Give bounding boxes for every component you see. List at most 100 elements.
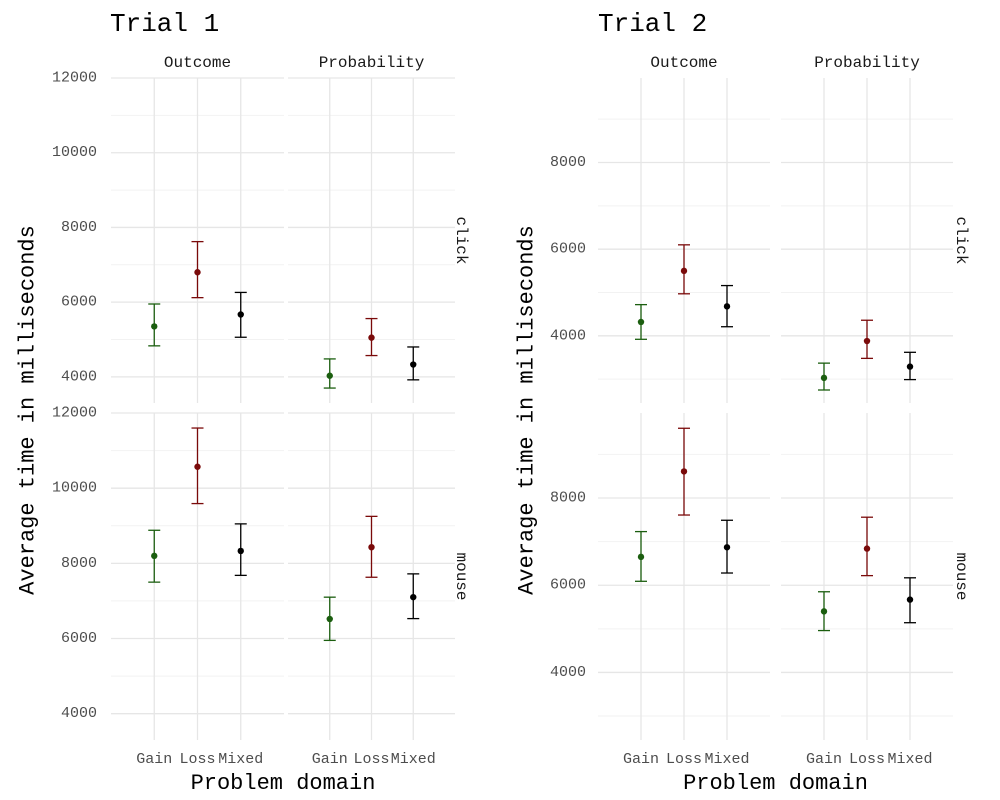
error-bar-mixed — [904, 351, 916, 381]
error-bar-loss — [678, 244, 690, 295]
error-bar-mixed — [234, 291, 247, 338]
error-bar-loss — [365, 515, 378, 578]
y-tick-label: 12000 — [52, 70, 97, 87]
error-bar-gain — [818, 362, 830, 391]
y-tick-label: 6000 — [61, 294, 97, 311]
mean-point-loss — [194, 463, 201, 470]
y-tick-label: 12000 — [52, 405, 97, 422]
error-bar-gain — [323, 358, 336, 389]
y-tick-label: 8000 — [61, 555, 97, 572]
mean-point-mixed — [906, 596, 914, 603]
y-tick-label: 8000 — [550, 490, 586, 507]
mean-point-mixed — [723, 544, 731, 551]
error-bar-loss — [678, 427, 690, 516]
mean-point-gain — [326, 615, 333, 623]
y-tick-label: 6000 — [61, 630, 97, 647]
mean-point-loss — [863, 337, 871, 345]
y-tick-label: 10000 — [52, 144, 97, 161]
facet-strip-outcome: Outcome — [164, 54, 231, 72]
mean-point-mixed — [723, 303, 731, 310]
error-bar-mixed — [407, 346, 420, 381]
error-bar-gain — [148, 529, 161, 583]
panel-outcome-mouse — [111, 412, 284, 740]
x-tick-label-gain: Gain — [806, 751, 842, 768]
x-tick-label-gain: Gain — [623, 751, 659, 768]
x-tick-label-mixed: Mixed — [391, 751, 436, 768]
y-tick-label: 4000 — [61, 705, 97, 722]
error-bar-mixed — [407, 573, 420, 620]
x-tick-label-mixed: Mixed — [887, 751, 932, 768]
trial-plot-1: Trial 1 Average time in milliseconds Probl… — [16, 9, 471, 796]
plot-title: Trial 2 — [598, 9, 707, 39]
mean-point-loss — [680, 267, 688, 275]
mean-point-gain — [151, 552, 158, 560]
mean-point-loss — [368, 334, 375, 341]
y-tick-label: 4000 — [550, 327, 586, 344]
mean-point-loss — [680, 468, 688, 475]
facet-strip-probability: Probability — [814, 54, 920, 72]
mean-point-gain — [820, 374, 828, 382]
mean-point-mixed — [237, 547, 244, 555]
mean-point-mixed — [410, 593, 417, 601]
plot-title: Trial 1 — [110, 9, 219, 39]
facet-strip-click: click — [452, 216, 470, 264]
y-tick-label: 6000 — [550, 577, 586, 594]
x-tick-label-gain: Gain — [136, 751, 172, 768]
panel-probability-mouse — [781, 413, 953, 740]
mean-point-loss — [368, 543, 375, 551]
y-tick-label: 4000 — [61, 368, 97, 385]
x-axis-title: Problem domain — [191, 771, 376, 796]
mean-point-gain — [151, 323, 158, 330]
mean-point-mixed — [237, 311, 244, 318]
error-bar-loss — [191, 240, 204, 299]
trial-plot-2: Trial 2 Average time in milliseconds Probl… — [515, 9, 971, 796]
facet-strip-mouse: mouse — [952, 552, 970, 600]
facet-strip-click: click — [952, 216, 970, 264]
mean-point-gain — [326, 372, 333, 379]
y-axis-title: Average time in milliseconds — [515, 225, 540, 595]
mean-point-gain — [637, 553, 645, 561]
error-bar-mixed — [721, 519, 733, 574]
error-bar-mixed — [721, 284, 733, 328]
mean-point-loss — [194, 269, 201, 276]
panel-outcome-mouse — [598, 413, 770, 740]
x-tick-label-loss: Loss — [666, 751, 702, 768]
error-bar-gain — [635, 530, 647, 582]
y-tick-label: 10000 — [52, 480, 97, 497]
facet-strip-mouse: mouse — [452, 552, 470, 600]
error-bar-loss — [861, 516, 873, 577]
y-tick-label: 8000 — [550, 154, 586, 171]
error-bar-gain — [818, 591, 830, 632]
error-bar-loss — [365, 317, 378, 357]
x-tick-label-gain: Gain — [312, 751, 348, 768]
panel-probability-click — [288, 77, 455, 403]
x-tick-label-loss: Loss — [353, 751, 389, 768]
mean-point-loss — [863, 545, 871, 552]
panel-probability-click — [781, 78, 953, 403]
y-tick-label: 6000 — [550, 241, 586, 258]
error-bar-mixed — [234, 523, 247, 577]
error-bar-gain — [635, 303, 647, 340]
x-tick-label-loss: Loss — [179, 751, 215, 768]
panel-probability-mouse — [288, 412, 455, 740]
y-tick-label: 4000 — [550, 664, 586, 681]
error-bar-loss — [191, 427, 204, 505]
panel-outcome-click — [598, 78, 770, 403]
x-axis-title: Problem domain — [683, 771, 868, 796]
x-tick-label-loss: Loss — [849, 751, 885, 768]
error-bar-gain — [323, 596, 336, 642]
error-bar-loss — [861, 319, 873, 360]
x-tick-label-mixed: Mixed — [704, 751, 749, 768]
panel-outcome-click — [111, 77, 284, 403]
x-tick-label-mixed: Mixed — [218, 751, 263, 768]
mean-point-gain — [637, 318, 645, 326]
facet-strip-outcome: Outcome — [650, 54, 717, 72]
mean-point-mixed — [906, 363, 914, 370]
error-bar-gain — [148, 303, 161, 347]
facet-strip-probability: Probability — [319, 54, 425, 72]
error-bar-mixed — [904, 577, 916, 624]
y-axis-title: Average time in milliseconds — [16, 225, 41, 595]
y-tick-label: 8000 — [61, 219, 97, 236]
mean-point-gain — [820, 608, 828, 615]
